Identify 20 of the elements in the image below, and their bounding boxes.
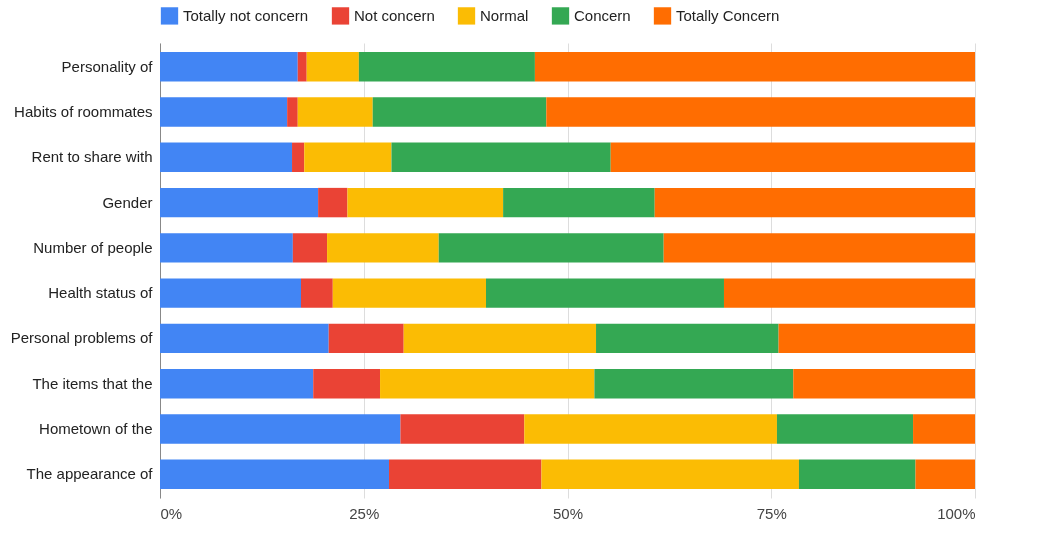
y-tick-label: Personal problems of [10,329,154,347]
legend-label: Totally not concern [183,6,309,24]
y-tick-label: Health status of [48,284,154,302]
y-tick-label: Rent to share with [31,148,153,166]
legend-label: Totally Concern [676,6,780,24]
x-tick-label: 100% [937,504,976,522]
x-tick-label: 0% [160,504,183,522]
y-tick-label: The items that the [32,374,153,392]
legend-label: Normal [480,6,529,24]
x-tick-label: 50% [552,504,584,522]
y-tick-label: Number of people [33,238,153,256]
legend-label: Concern [574,6,631,24]
y-tick-label: The appearance of [26,465,154,483]
x-tick-label: 75% [756,504,787,522]
legend-label: Not concern [354,6,435,24]
y-tick-label: Personality of [61,57,154,75]
y-tick-label: Habits of roommates [14,103,153,121]
y-tick-label: Gender [102,193,153,211]
y-tick-label: Hometown of the [39,419,153,437]
x-tick-label: 25% [349,504,380,522]
